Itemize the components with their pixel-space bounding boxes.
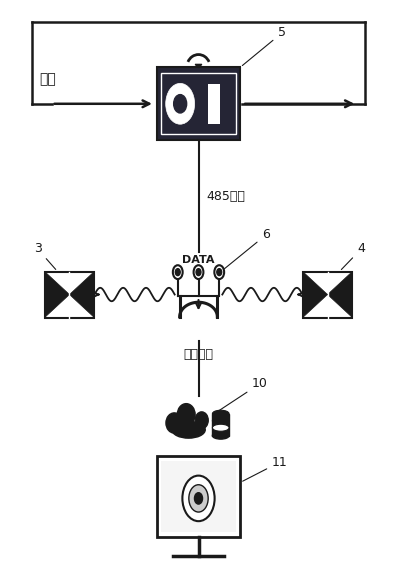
Text: 485通信: 485通信 [206,190,245,203]
Circle shape [189,485,208,512]
Bar [44,272,94,318]
Ellipse shape [212,424,229,431]
Bar [161,461,236,532]
Polygon shape [303,272,328,318]
Circle shape [166,84,195,124]
Text: DATA: DATA [182,255,215,265]
Text: 11: 11 [243,456,288,481]
Circle shape [195,493,202,504]
Bar [212,414,229,435]
FancyBboxPatch shape [161,73,236,135]
Text: 6: 6 [222,228,270,270]
Circle shape [173,265,183,279]
Polygon shape [44,272,69,318]
Circle shape [175,269,180,275]
Text: 油路: 油路 [40,72,56,86]
Circle shape [196,269,201,275]
Circle shape [214,265,224,279]
Ellipse shape [212,432,229,439]
Polygon shape [69,272,94,318]
Ellipse shape [195,412,208,429]
Polygon shape [195,65,202,67]
Bar [157,456,240,537]
Text: 3: 3 [34,242,56,269]
Circle shape [182,476,215,521]
Circle shape [194,265,203,279]
Circle shape [173,95,187,113]
Circle shape [217,269,222,275]
Polygon shape [328,272,353,318]
Ellipse shape [172,421,205,438]
Text: 10: 10 [219,377,268,411]
Ellipse shape [177,404,195,426]
Ellipse shape [212,417,229,424]
Text: 4: 4 [341,242,365,269]
Bar [303,272,353,318]
Bar [214,84,220,124]
Ellipse shape [212,410,229,417]
Ellipse shape [166,413,183,433]
FancyBboxPatch shape [157,67,240,140]
Text: 5: 5 [242,26,286,66]
Bar [208,84,214,124]
Text: 无线通信: 无线通信 [183,348,214,361]
